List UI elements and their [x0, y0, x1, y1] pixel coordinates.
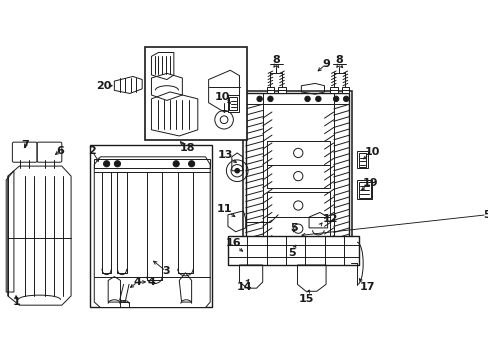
Circle shape	[333, 96, 338, 102]
Circle shape	[267, 96, 273, 102]
Text: 8: 8	[335, 55, 343, 65]
Circle shape	[173, 161, 179, 167]
Bar	[266, 192, 329, 242]
Text: 13: 13	[218, 150, 233, 160]
Circle shape	[256, 96, 262, 102]
Text: 3: 3	[162, 266, 170, 276]
Text: 16: 16	[225, 238, 241, 248]
Bar	[358, 181, 370, 198]
Text: 14: 14	[236, 282, 251, 292]
Text: 10: 10	[214, 91, 230, 102]
Text: 20: 20	[96, 81, 111, 91]
Bar	[94, 159, 210, 168]
Bar	[227, 95, 238, 112]
Circle shape	[315, 96, 321, 102]
Bar	[278, 87, 285, 94]
Bar	[356, 152, 367, 168]
Bar	[356, 180, 372, 199]
Text: 1: 1	[13, 297, 21, 307]
Text: 6: 6	[56, 146, 64, 156]
Text: 8: 8	[271, 55, 279, 65]
Bar	[243, 91, 351, 261]
Circle shape	[103, 161, 109, 167]
Text: 5: 5	[287, 248, 295, 258]
Text: 2: 2	[88, 146, 96, 156]
Text: 17: 17	[359, 282, 374, 292]
Circle shape	[114, 161, 120, 167]
Text: 15: 15	[298, 294, 313, 304]
Text: 7: 7	[21, 140, 29, 150]
Bar	[229, 96, 237, 111]
Text: 12: 12	[322, 213, 338, 224]
Circle shape	[188, 161, 194, 167]
Circle shape	[343, 96, 348, 102]
Bar	[120, 302, 129, 307]
Bar	[266, 141, 329, 188]
Circle shape	[304, 96, 309, 102]
Text: 5: 5	[289, 223, 297, 233]
Bar	[358, 153, 366, 167]
Text: 9: 9	[322, 59, 329, 69]
Text: 11: 11	[217, 204, 232, 214]
Text: 19: 19	[362, 178, 377, 188]
Circle shape	[234, 168, 239, 173]
Bar	[266, 87, 274, 94]
Bar	[245, 94, 348, 104]
Bar	[341, 87, 348, 94]
Bar	[145, 47, 247, 140]
Polygon shape	[94, 157, 210, 307]
Text: 10: 10	[364, 147, 379, 157]
Bar	[89, 145, 211, 307]
Text: 4: 4	[147, 277, 155, 287]
Text: 18: 18	[179, 143, 194, 153]
Bar	[329, 87, 337, 94]
Text: 5: 5	[482, 210, 488, 220]
Text: 4: 4	[133, 277, 141, 287]
Polygon shape	[6, 171, 14, 292]
Bar	[227, 236, 359, 265]
Bar	[245, 94, 348, 259]
